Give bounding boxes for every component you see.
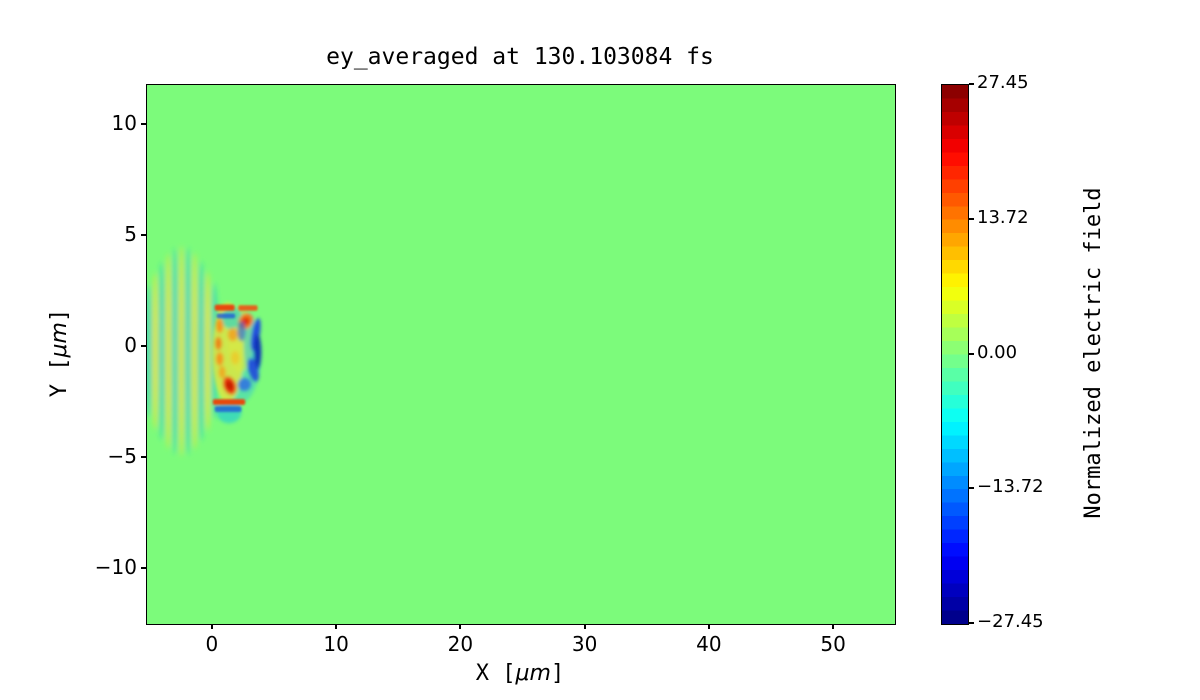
y-tick-mark xyxy=(141,566,146,569)
x-axis-label: X [μm] xyxy=(146,660,894,688)
x-tick-mark xyxy=(583,624,586,629)
x-axis-label-pre: X [ xyxy=(475,661,516,686)
x-tick-label: 40 xyxy=(696,632,722,656)
x-tick-label: 20 xyxy=(447,632,474,656)
field-heatmap xyxy=(147,85,895,624)
y-tick-label: 5 xyxy=(124,221,137,246)
x-tick-mark xyxy=(459,624,462,629)
colorbar-tick-label: 27.45 xyxy=(977,72,1029,93)
plot-area xyxy=(146,84,896,625)
y-tick-mark xyxy=(141,233,146,236)
y-tick-mark xyxy=(141,455,146,458)
colorbar-label: Normalized electric field xyxy=(1081,187,1106,519)
plot-title: ey_averaged at 130.103084 fs xyxy=(326,44,714,70)
x-tick-label: 30 xyxy=(571,632,598,656)
field-background xyxy=(147,85,895,624)
colorbar-tick-mark xyxy=(969,83,974,85)
y-tick-mark xyxy=(141,122,146,125)
colorbar-tick-label: 0.00 xyxy=(977,341,1018,363)
x-tick-label: 50 xyxy=(820,632,846,656)
y-axis-label-post: ] xyxy=(47,308,72,323)
y-tick-label: −5 xyxy=(107,443,137,468)
y-tick-mark xyxy=(141,344,146,347)
x-axis-label-post: ] xyxy=(550,661,565,686)
y-tick-label: 10 xyxy=(111,110,137,135)
colorbar-tick-label: −27.45 xyxy=(977,611,1044,632)
y-axis-label-pre: Y [ xyxy=(47,357,72,398)
x-tick-label: 10 xyxy=(323,632,349,656)
colorbar-tick-label: 13.72 xyxy=(977,206,1029,228)
x-tick-mark xyxy=(832,624,835,629)
colorbar xyxy=(941,84,969,625)
x-tick-mark xyxy=(707,624,710,629)
sheath-dashes xyxy=(212,304,258,412)
x-axis-label-mu: μm xyxy=(515,661,551,686)
colorbar-tick-mark xyxy=(969,217,974,220)
x-tick-label: 0 xyxy=(205,632,219,656)
colorbar-gradient xyxy=(942,85,968,624)
colorbar-tick-mark xyxy=(969,622,974,624)
colorbar-tick-mark xyxy=(969,352,974,355)
y-tick-label: −10 xyxy=(94,554,137,579)
laser-stripes xyxy=(147,245,218,457)
x-tick-mark xyxy=(210,624,213,629)
colorbar-tick-label: −13.72 xyxy=(977,476,1044,498)
colorbar-tick-mark xyxy=(969,487,974,490)
x-tick-mark xyxy=(335,624,338,629)
y-tick-label: 0 xyxy=(124,332,137,357)
